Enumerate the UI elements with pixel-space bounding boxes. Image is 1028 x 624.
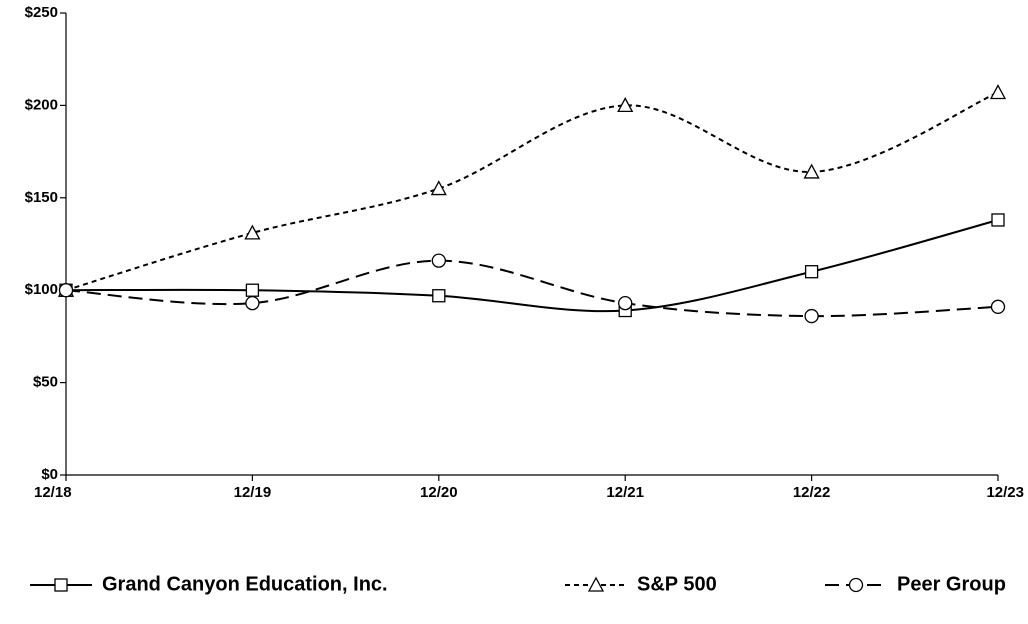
series-line-2 bbox=[65, 259, 999, 318]
series-layer bbox=[65, 91, 999, 318]
x-tick-label: 12/21 bbox=[606, 484, 644, 501]
data-point-circle bbox=[431, 253, 446, 268]
x-tick-label: 12/20 bbox=[420, 484, 458, 501]
y-tick-label: $50 bbox=[33, 374, 58, 391]
data-point-triangle bbox=[617, 97, 634, 113]
legend-marker-triangle bbox=[587, 576, 605, 592]
legend-marker-square bbox=[54, 578, 68, 592]
series-line-0 bbox=[65, 219, 999, 313]
x-tick-label: 12/18 bbox=[34, 484, 72, 501]
data-point-square bbox=[245, 283, 260, 297]
data-point-square bbox=[804, 265, 819, 279]
data-point-triangle bbox=[803, 163, 820, 179]
axes-layer: $0 $50 $100 $150 $200 $250 12/18 12/19 12/20 12/2… bbox=[25, 4, 1024, 501]
data-point-circle bbox=[990, 299, 1006, 314]
legend-label: Grand Canyon Education, Inc. bbox=[102, 573, 388, 595]
legend-item: S&P 500 bbox=[565, 573, 717, 595]
data-point-circle bbox=[618, 295, 633, 311]
data-point-square bbox=[991, 213, 1005, 227]
y-tick-label: $0 bbox=[41, 466, 58, 483]
y-tick-label: $200 bbox=[25, 96, 58, 113]
x-tick-label: 12/19 bbox=[234, 484, 272, 501]
legend: Grand Canyon Education, Inc. S&P 500 Peer … bbox=[30, 573, 1006, 595]
data-point-triangle bbox=[989, 84, 1007, 100]
data-point-circle bbox=[245, 295, 260, 311]
x-tick-label: 12/23 bbox=[986, 484, 1024, 501]
y-tick-label: $150 bbox=[25, 189, 58, 206]
legend-label: Peer Group bbox=[897, 573, 1006, 595]
legend-item: Peer Group bbox=[825, 573, 1006, 595]
marker-layer bbox=[57, 84, 1007, 324]
legend-marker-circle bbox=[848, 577, 864, 593]
series-line-1 bbox=[65, 91, 999, 292]
data-point-circle bbox=[58, 283, 74, 298]
data-point-circle bbox=[804, 308, 819, 324]
x-tick-label: 12/22 bbox=[793, 484, 831, 501]
data-point-triangle bbox=[430, 180, 447, 196]
data-point-triangle bbox=[244, 224, 261, 240]
data-point-square bbox=[432, 289, 446, 303]
y-tick-label: $250 bbox=[25, 4, 58, 21]
y-tick-label: $100 bbox=[25, 281, 58, 298]
legend-item: Grand Canyon Education, Inc. bbox=[30, 573, 388, 595]
legend-label: S&P 500 bbox=[637, 573, 717, 595]
